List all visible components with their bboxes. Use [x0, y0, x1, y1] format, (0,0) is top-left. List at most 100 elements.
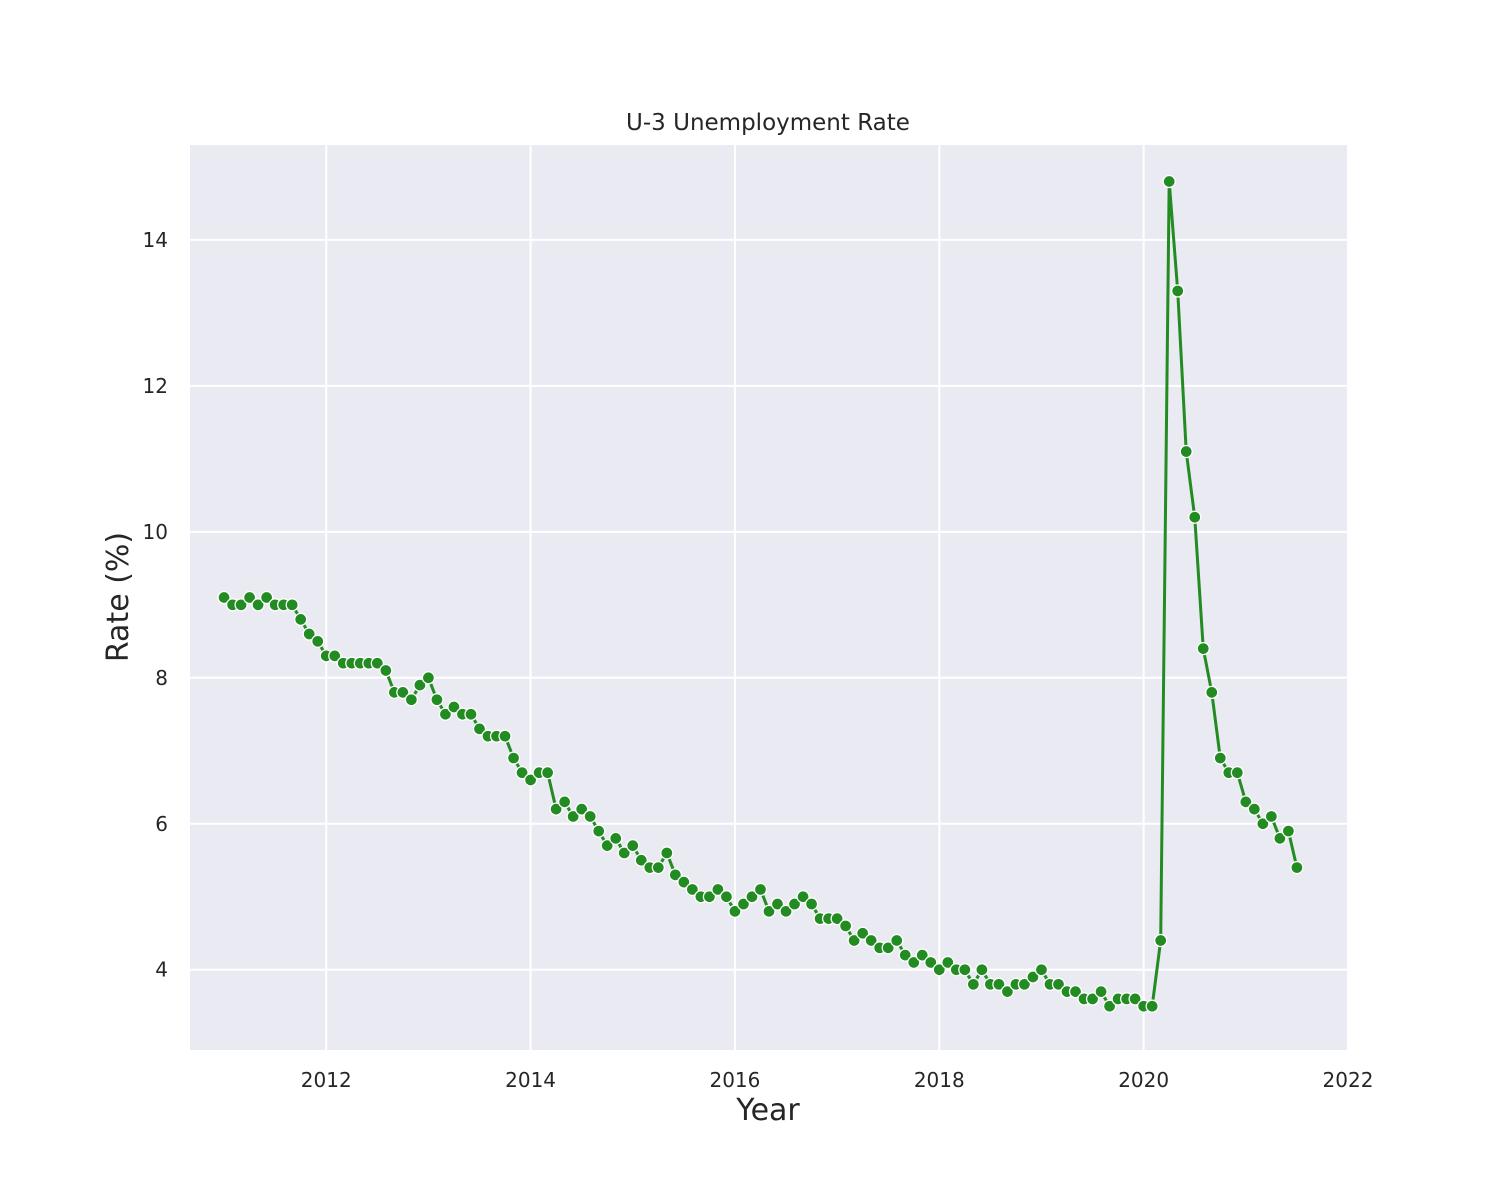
- data-point: [745, 890, 759, 904]
- x-tick-label: 2018: [914, 1068, 965, 1092]
- y-tick-label: 4: [155, 958, 168, 982]
- data-point: [1205, 685, 1219, 700]
- data-point: [1145, 999, 1159, 1013]
- data-point: [285, 598, 299, 612]
- data-point: [1154, 933, 1168, 948]
- x-axis-ticks: 2012 2014 2016 2018 2020 2022: [301, 1068, 1374, 1092]
- x-tick-label: 2014: [505, 1068, 556, 1092]
- data-point: [830, 911, 844, 926]
- data-point: [1128, 992, 1142, 1006]
- data-point: [464, 707, 478, 721]
- data-point: [881, 941, 895, 955]
- data-point: [1162, 174, 1176, 189]
- data-point: [864, 933, 878, 948]
- data-point: [1239, 795, 1253, 809]
- data-point: [890, 933, 904, 948]
- data-point: [242, 590, 257, 605]
- data-point: [796, 890, 810, 904]
- data-point: [787, 897, 802, 911]
- data-point: [259, 590, 274, 605]
- data-point: [1179, 444, 1193, 459]
- data-point: [1273, 831, 1287, 845]
- data-point: [762, 904, 776, 918]
- data-point: [234, 598, 248, 612]
- x-tick-label: 2016: [709, 1068, 760, 1092]
- data-point: [915, 948, 929, 962]
- data-point: [719, 890, 734, 904]
- data-point: [770, 897, 785, 911]
- data-point: [430, 693, 444, 707]
- data-point: [1196, 641, 1210, 656]
- x-axis-label: Year: [735, 1093, 800, 1128]
- data-point: [651, 860, 665, 875]
- data-point: [728, 904, 742, 918]
- data-point: [1213, 751, 1227, 765]
- data-point: [592, 824, 606, 838]
- data-point: [583, 809, 597, 824]
- data-point: [932, 963, 946, 977]
- x-tick-label: 2022: [1323, 1068, 1374, 1092]
- data-point: [600, 839, 614, 853]
- data-point: [421, 671, 436, 685]
- data-point: [958, 963, 972, 977]
- data-point: [515, 766, 529, 780]
- data-point: [736, 897, 751, 911]
- y-tick-label: 10: [143, 520, 168, 544]
- y-tick-label: 12: [143, 374, 168, 398]
- y-tick-label: 8: [155, 666, 168, 690]
- data-point: [753, 882, 768, 897]
- data-point: [677, 875, 691, 889]
- data-point: [634, 853, 648, 867]
- chart-title: U-3 Unemployment Rate: [626, 110, 910, 136]
- data-point: [711, 882, 725, 897]
- data-point: [523, 773, 538, 787]
- data-point: [294, 612, 308, 627]
- data-point: [438, 707, 453, 721]
- data-point: [1247, 802, 1261, 816]
- data-point: [838, 919, 853, 933]
- data-point: [549, 802, 563, 816]
- data-point: [847, 933, 861, 948]
- data-point: [558, 795, 572, 809]
- data-point: [804, 897, 819, 911]
- data-point: [702, 890, 717, 904]
- data-point: [660, 846, 674, 860]
- data-point: [472, 722, 487, 736]
- x-tick-label: 2020: [1118, 1068, 1169, 1092]
- data-point: [924, 955, 938, 970]
- data-point: [1034, 963, 1049, 977]
- data-point: [506, 751, 521, 765]
- data-point: [898, 948, 912, 962]
- data-point: [685, 882, 700, 897]
- data-point: [617, 846, 631, 860]
- data-point: [404, 693, 419, 707]
- data-point: [575, 802, 589, 816]
- data-point: [1188, 510, 1202, 524]
- data-point: [1171, 284, 1185, 298]
- data-point: [328, 649, 342, 663]
- y-tick-label: 14: [143, 228, 168, 252]
- data-point: [311, 634, 325, 648]
- data-point: [1230, 766, 1244, 780]
- data-point: [302, 627, 316, 641]
- data-point: [1264, 809, 1279, 824]
- data-point: [1281, 824, 1296, 838]
- data-point: [856, 926, 870, 940]
- data-point: [396, 685, 410, 700]
- data-point: [379, 663, 393, 678]
- y-axis-ticks: 4 6 8 10 12 14: [143, 228, 168, 982]
- data-point: [1102, 999, 1117, 1013]
- data-point: [540, 766, 555, 780]
- data-point: [413, 678, 427, 692]
- data-point: [626, 839, 640, 853]
- y-axis-label: Rate (%): [101, 532, 136, 662]
- data-point: [975, 963, 989, 977]
- y-tick-label: 6: [155, 812, 168, 836]
- data-point: [966, 977, 980, 991]
- data-point: [1094, 984, 1108, 999]
- data-point: [907, 955, 921, 970]
- data-point: [251, 598, 265, 612]
- data-point: [566, 809, 580, 824]
- data-point: [447, 700, 461, 714]
